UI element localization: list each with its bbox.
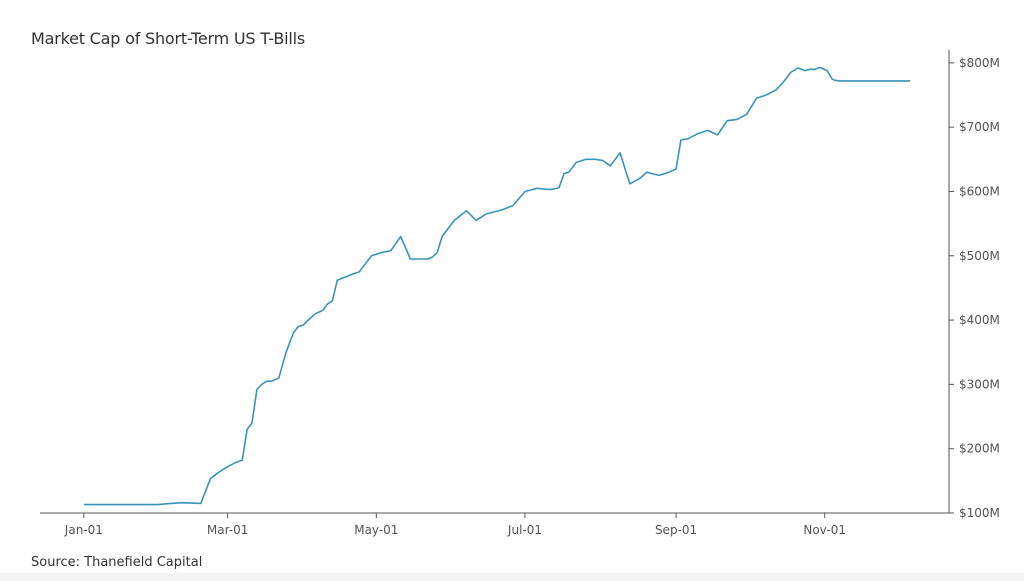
y-tick-label: $600M xyxy=(959,184,1000,198)
chart-source: Source: Thanefield Capital xyxy=(31,555,203,570)
bottom-band xyxy=(0,573,1024,581)
y-tick-label: $400M xyxy=(959,313,1000,327)
x-tick-label: Jan-01 xyxy=(64,523,103,537)
x-tick-label: May-01 xyxy=(354,523,398,537)
x-tick-label: Mar-01 xyxy=(207,523,248,537)
y-tick-label: $300M xyxy=(959,377,1000,391)
x-tick-label: Jul-01 xyxy=(507,523,542,537)
x-tick-label: Nov-01 xyxy=(803,523,846,537)
y-tick-label: $700M xyxy=(959,120,1000,134)
y-axis-ticks: $100M $200M $300M $400M $500M $600M $700M $800M xyxy=(949,56,1000,520)
y-tick-label: $100M xyxy=(959,506,1000,520)
chart-title: Market Cap of Short-Term US T-Bills xyxy=(31,29,306,48)
y-tick-label: $800M xyxy=(959,56,1000,70)
y-tick-label: $200M xyxy=(959,442,1000,456)
y-tick-label: $500M xyxy=(959,249,1000,263)
x-axis-ticks: Jan-01 Mar-01 May-01 Jul-01 Sep-01 Nov-01 xyxy=(64,513,846,537)
x-tick-label: Sep-01 xyxy=(655,523,697,537)
series-line xyxy=(83,66,910,506)
